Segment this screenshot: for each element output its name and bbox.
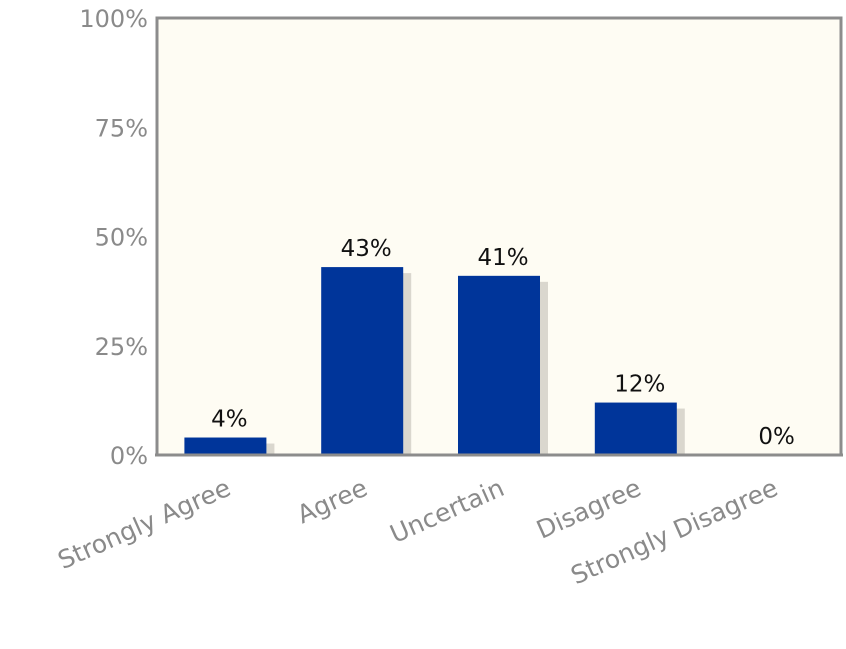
data-label: 43% xyxy=(341,236,392,262)
bars xyxy=(184,267,677,455)
plot-frame xyxy=(155,16,843,455)
y-tick-label: 0% xyxy=(110,442,148,470)
bar-agree xyxy=(321,267,404,455)
x-tick-label: Disagree xyxy=(532,473,645,545)
y-axis-ticks: 0% 25% 50% 75% 100% xyxy=(79,5,148,470)
y-tick-label: 100% xyxy=(79,5,148,33)
x-axis-ticks: Strongly Agree Agree Uncertain DisagreeStro… xyxy=(54,473,783,590)
data-labels: 4% 43% 41% 12% 0% xyxy=(211,236,795,450)
y-tick-label: 75% xyxy=(95,114,148,142)
bar-disagree xyxy=(594,402,677,455)
data-label: 12% xyxy=(614,372,665,398)
data-label: 0% xyxy=(758,424,795,450)
x-tick-label: Agree xyxy=(293,473,372,529)
x-tick-label: Uncertain xyxy=(386,473,509,549)
data-label: 4% xyxy=(211,407,248,433)
y-tick-label: 25% xyxy=(95,333,148,361)
x-tick-label: Strongly Agree xyxy=(54,473,235,575)
data-label: 41% xyxy=(477,245,528,271)
y-tick-label: 50% xyxy=(95,224,148,252)
bar-uncertain xyxy=(458,275,540,455)
bar-strongly-agree xyxy=(184,437,267,455)
